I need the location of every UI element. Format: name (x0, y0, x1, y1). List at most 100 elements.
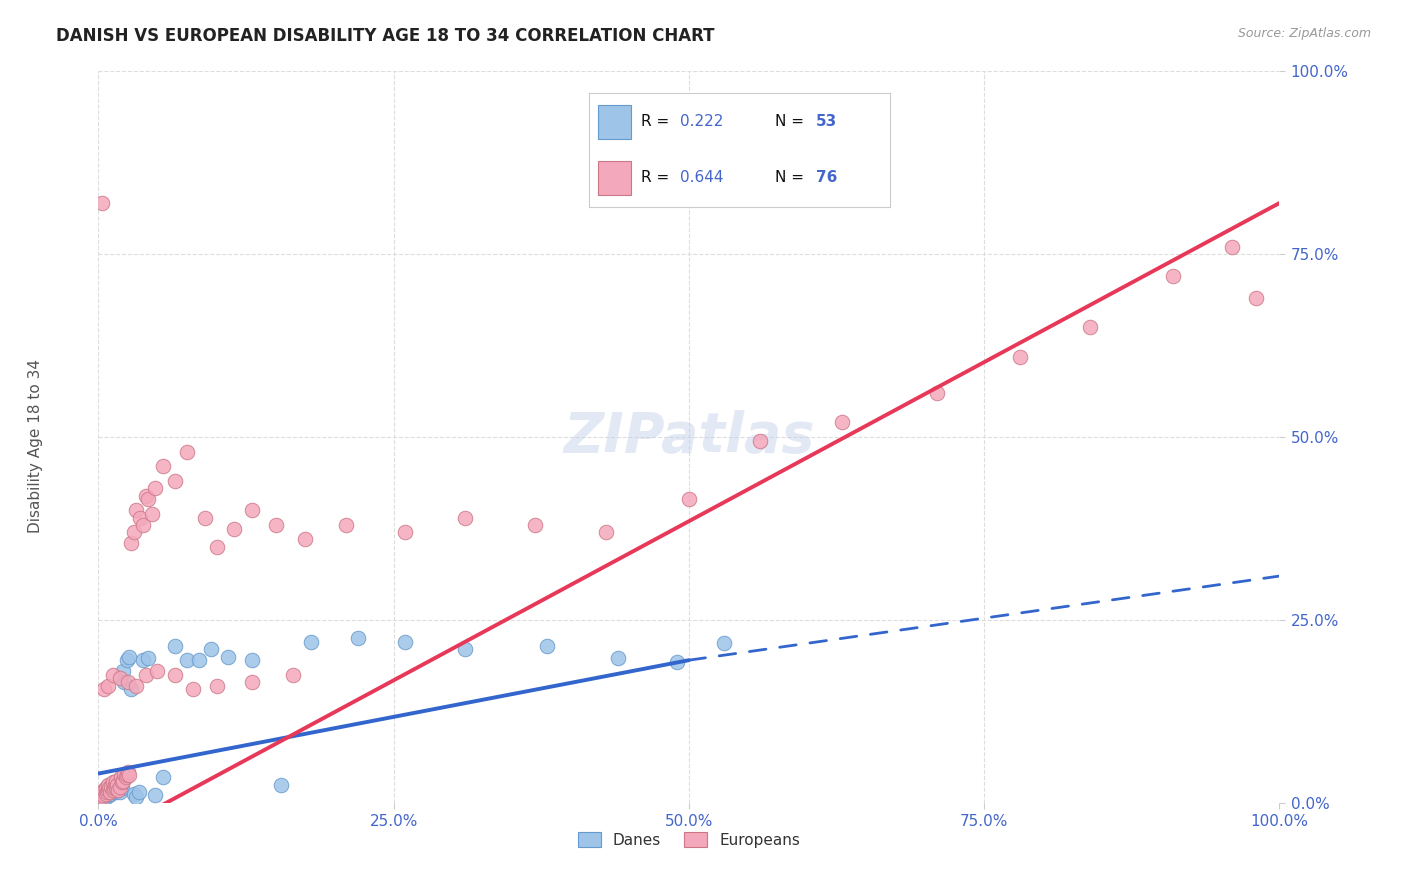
Point (240, 503, 263, 517)
Point (105, 773, 128, 788)
Point (97, 781, 120, 796)
Point (101, 775, 124, 789)
Point (240, 653, 263, 667)
Point (1161, 269, 1184, 284)
Point (347, 632, 370, 646)
Point (135, 489, 157, 503)
Point (125, 679, 148, 693)
Point (194, 510, 217, 524)
Point (678, 492, 700, 507)
Point (394, 525, 416, 540)
Point (94, 782, 117, 797)
Point (666, 656, 689, 670)
Text: ZIPatlas: ZIPatlas (564, 410, 814, 464)
Point (96, 785, 118, 799)
Point (94, 787, 117, 801)
Point (595, 525, 617, 540)
Point (181, 682, 204, 697)
Point (100, 780, 122, 794)
Point (105, 785, 128, 799)
Point (93, 789, 115, 803)
Point (108, 672, 131, 686)
Text: Disability Age 18 to 34: Disability Age 18 to 34 (28, 359, 42, 533)
Point (240, 675, 263, 690)
Point (101, 778, 124, 792)
Point (607, 651, 630, 665)
Point (176, 444, 198, 458)
Point (108, 780, 131, 794)
Point (100, 781, 122, 796)
Point (536, 639, 558, 653)
Point (101, 667, 124, 681)
Text: DANISH VS EUROPEAN DISABILITY AGE 18 TO 34 CORRELATION CHART: DANISH VS EUROPEAN DISABILITY AGE 18 TO … (56, 27, 714, 45)
Point (112, 675, 135, 690)
Point (103, 781, 125, 796)
Point (205, 679, 228, 693)
Point (748, 434, 770, 448)
Point (713, 636, 735, 650)
Point (125, 503, 148, 517)
Point (1220, 240, 1243, 254)
Point (91, 789, 114, 803)
Point (98, 782, 121, 797)
Point (165, 667, 187, 681)
Point (112, 664, 135, 678)
Point (107, 781, 129, 796)
Point (98, 787, 121, 801)
Point (105, 780, 128, 794)
Point (110, 770, 132, 784)
Legend: Danes, Europeans: Danes, Europeans (572, 825, 806, 854)
Point (115, 768, 138, 782)
Point (270, 778, 292, 792)
Point (98, 785, 121, 799)
Point (122, 525, 145, 540)
Point (97, 785, 120, 799)
Point (165, 639, 187, 653)
Point (143, 481, 166, 495)
Point (105, 778, 128, 792)
Point (128, 785, 150, 799)
Point (335, 517, 357, 532)
Point (146, 664, 169, 678)
Point (93, 782, 115, 797)
Point (122, 787, 145, 801)
Point (103, 782, 125, 797)
Point (91, 785, 114, 799)
Text: Source: ZipAtlas.com: Source: ZipAtlas.com (1237, 27, 1371, 40)
Point (152, 770, 174, 784)
Point (91, 785, 114, 799)
Point (91, 787, 114, 801)
Point (187, 653, 209, 667)
Point (101, 782, 124, 797)
Point (117, 765, 139, 780)
Point (112, 766, 135, 780)
Point (205, 540, 228, 554)
Point (94, 789, 117, 804)
Point (117, 675, 139, 690)
Point (110, 780, 132, 794)
Point (105, 782, 128, 797)
Point (152, 459, 174, 474)
Point (104, 778, 127, 792)
Point (132, 653, 155, 667)
Point (91, 789, 114, 804)
Point (91, 196, 114, 211)
Point (107, 782, 129, 797)
Point (128, 510, 150, 524)
Point (111, 775, 134, 789)
Point (105, 781, 128, 796)
Point (135, 667, 157, 681)
Point (165, 474, 187, 488)
Point (90, 789, 112, 804)
Point (264, 517, 287, 532)
Point (136, 492, 159, 507)
Point (125, 789, 148, 804)
Point (114, 770, 136, 784)
Point (1080, 320, 1102, 334)
Point (136, 651, 159, 665)
Point (1244, 291, 1267, 305)
Point (98, 781, 121, 796)
Point (121, 536, 143, 550)
Point (97, 778, 120, 792)
Point (97, 782, 120, 797)
